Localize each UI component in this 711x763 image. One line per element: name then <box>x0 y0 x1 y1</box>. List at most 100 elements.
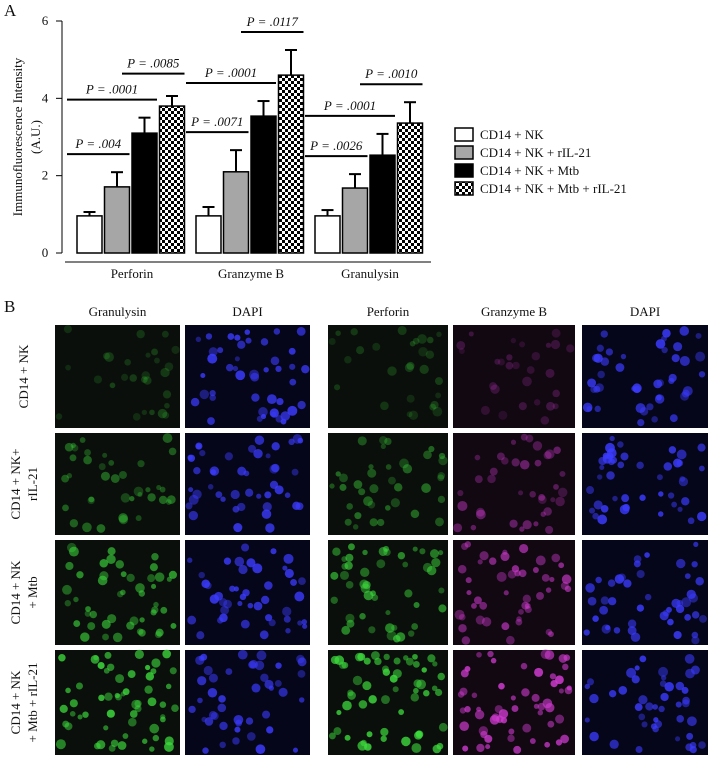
cell <box>115 560 125 569</box>
cell <box>534 667 544 677</box>
cell <box>691 561 698 568</box>
cell <box>137 492 143 498</box>
cell <box>139 617 145 623</box>
cell <box>122 733 129 739</box>
cell <box>438 587 445 594</box>
cell <box>152 734 160 742</box>
cell <box>596 474 603 480</box>
cell <box>227 333 235 340</box>
cell <box>688 593 699 603</box>
cell <box>636 604 645 612</box>
cell <box>438 455 448 466</box>
cell <box>255 744 266 755</box>
cell <box>166 576 172 582</box>
p-value: P = .004 <box>74 136 121 151</box>
cell <box>558 688 564 694</box>
cell <box>383 548 391 556</box>
cell <box>664 681 674 692</box>
column-header: DAPI <box>232 304 262 319</box>
cell <box>62 584 72 595</box>
cell <box>55 413 63 420</box>
cell <box>97 662 105 670</box>
cell <box>235 370 246 381</box>
cell <box>61 474 70 483</box>
cell <box>270 548 277 555</box>
cell <box>170 622 177 629</box>
cell <box>223 557 232 565</box>
cell <box>328 338 336 346</box>
cell <box>635 403 646 414</box>
cell <box>544 741 551 748</box>
cell <box>549 576 555 582</box>
bar <box>158 105 186 254</box>
cell <box>435 517 444 527</box>
cell <box>522 376 532 387</box>
cell <box>631 675 640 684</box>
cell <box>474 596 482 605</box>
cell <box>394 483 403 492</box>
cell <box>90 654 100 664</box>
cell <box>292 501 301 510</box>
cell <box>237 340 246 349</box>
cell <box>264 491 272 499</box>
cell <box>235 719 243 727</box>
cell <box>266 394 277 405</box>
micrograph-bg <box>453 650 575 755</box>
cell <box>275 365 282 372</box>
cell <box>456 341 466 350</box>
cell <box>458 348 465 355</box>
cell <box>354 512 362 520</box>
cell <box>251 393 260 402</box>
cell <box>605 624 611 631</box>
column-header: DAPI <box>630 304 660 319</box>
cell <box>79 437 86 443</box>
bar <box>195 215 222 254</box>
cell <box>402 464 413 474</box>
cell <box>675 681 685 691</box>
cell <box>660 675 667 681</box>
cell <box>246 558 256 568</box>
cell <box>487 474 496 484</box>
cell <box>378 546 388 556</box>
cell <box>510 695 516 701</box>
cell <box>301 619 308 625</box>
cell <box>387 366 397 376</box>
cell <box>699 614 707 623</box>
cell <box>406 361 415 370</box>
cell <box>209 394 216 401</box>
cell <box>165 683 172 690</box>
cell <box>166 495 176 504</box>
cell <box>489 467 498 476</box>
cell <box>438 722 448 732</box>
cell <box>245 488 254 497</box>
cell <box>238 564 248 575</box>
cell <box>684 614 691 621</box>
cell <box>490 657 497 664</box>
cell <box>263 367 269 373</box>
bar <box>369 154 396 254</box>
cell <box>626 667 637 678</box>
cell <box>656 394 662 401</box>
cell <box>142 738 148 744</box>
cell <box>190 397 200 407</box>
cell <box>582 402 593 413</box>
cell <box>108 744 116 752</box>
cell <box>682 386 693 396</box>
cell <box>600 357 610 366</box>
cell <box>600 504 609 513</box>
cell <box>586 486 595 495</box>
cell <box>350 328 358 336</box>
cell <box>438 550 444 556</box>
cell <box>531 351 541 361</box>
cell <box>589 507 596 514</box>
cell <box>83 455 92 465</box>
cell <box>96 524 106 533</box>
cell <box>129 496 135 502</box>
micrograph <box>185 649 310 755</box>
cell <box>518 609 524 615</box>
cell <box>205 333 213 340</box>
cell <box>503 590 509 596</box>
cell <box>490 384 500 394</box>
cell <box>344 518 352 526</box>
cell <box>620 353 627 360</box>
